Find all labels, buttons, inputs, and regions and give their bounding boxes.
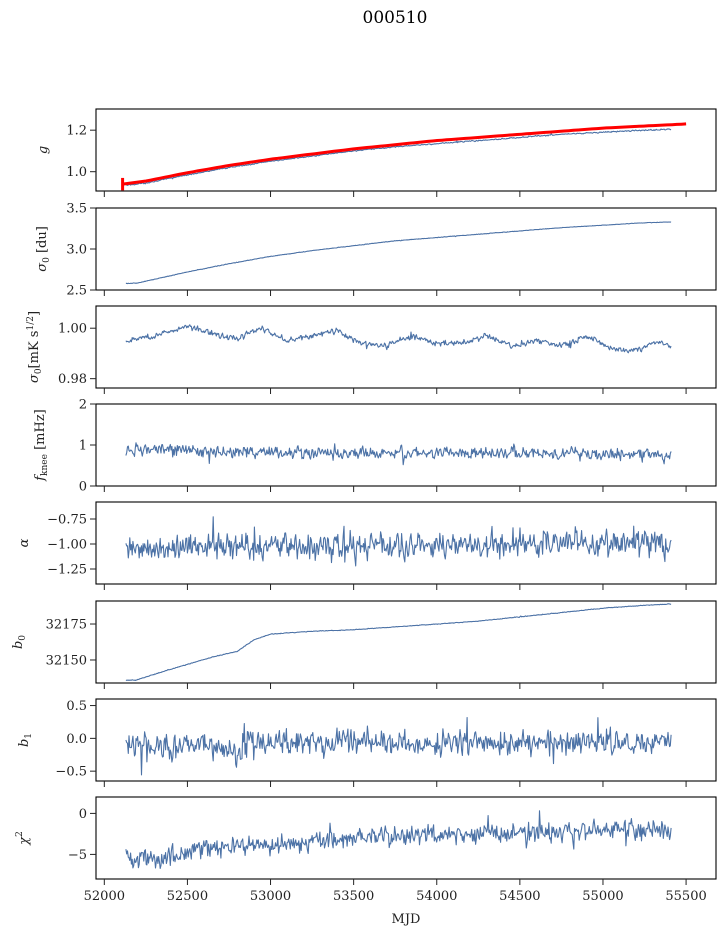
y-axis-label-fknee: fknee [mHz] xyxy=(33,409,50,482)
y-label-unit: [mK s xyxy=(27,331,42,369)
panel-sigma0-mk: 0.98 1.00 σ0[mK s1/2] xyxy=(26,305,717,394)
series-line-g xyxy=(125,128,672,186)
y-label-unit: [du] xyxy=(35,226,50,257)
y-label-symbol: b xyxy=(11,641,26,649)
y-tick-label: 0 xyxy=(79,480,87,495)
series-line-chi2 xyxy=(125,810,672,870)
series-line-sigma0_mK xyxy=(125,324,672,354)
y-tick-label: 0.0 xyxy=(66,732,87,747)
y-tick-label: 0.98 xyxy=(58,372,87,387)
x-tick-label: 54000 xyxy=(416,889,457,904)
y-axis-label-b1: b1 xyxy=(17,733,34,747)
x-tick-label: 53500 xyxy=(333,889,374,904)
axes-frame xyxy=(95,403,717,487)
y-tick-label: 3.0 xyxy=(66,243,87,258)
y-label-superscript: 2 xyxy=(15,831,25,837)
y-label-symbol: α xyxy=(17,538,32,547)
y-tick-label: 1 xyxy=(79,439,87,454)
y-axis-label-b0: b0 xyxy=(11,635,28,649)
y-axis-label-sigma0-mk: σ0[mK s1/2] xyxy=(26,311,44,383)
series-line-g-reference xyxy=(122,122,687,186)
series-line-fknee xyxy=(125,442,672,466)
y-label-subscript: knee xyxy=(40,454,50,476)
y-tick-label: 1.00 xyxy=(58,322,87,337)
y-label-symbol: b xyxy=(17,739,32,747)
axes-frame xyxy=(95,501,717,585)
x-axis-label: MJD xyxy=(392,912,421,927)
figure-title: 000510 xyxy=(363,8,428,28)
panel-g: 1.0 1.2 g xyxy=(36,108,717,197)
y-tick-label: 1.0 xyxy=(66,165,87,180)
axes-frame xyxy=(95,207,717,291)
y-tick-label: 0 xyxy=(79,807,87,822)
y-axis-label-alpha: α xyxy=(17,538,32,547)
y-axis-label-g: g xyxy=(36,146,51,154)
x-tick-label: 54500 xyxy=(499,889,540,904)
x-tick-label: 52000 xyxy=(84,889,125,904)
panel-sigma0-du: 2.5 3.0 3.5 σ0 [du] xyxy=(35,202,717,299)
y-tick-label: 0.5 xyxy=(66,699,87,714)
x-tick-label: 53000 xyxy=(250,889,291,904)
panel-b0: 32150 32175 b0 xyxy=(11,600,717,689)
axes-frame xyxy=(95,796,717,880)
y-tick-label: −5 xyxy=(68,848,87,863)
y-tick-label: −0.5 xyxy=(55,765,87,780)
panel-alpha: −1.25 −1.00 −0.75 α xyxy=(17,501,717,590)
y-tick-label: 32150 xyxy=(46,653,87,668)
y-tick-label: −1.00 xyxy=(47,538,87,553)
series-line-b1 xyxy=(125,716,672,776)
y-tick-label: −0.75 xyxy=(47,513,87,528)
panel-chi2: −5 0 52000 52500 53000 53500 54000 54500 55000 55… xyxy=(15,796,717,904)
x-tick-label: 52500 xyxy=(167,889,208,904)
y-label-symbol: σ xyxy=(35,262,50,272)
y-label-unit-close: ] xyxy=(27,311,42,316)
axes-frame xyxy=(95,600,717,684)
y-tick-label: −1.25 xyxy=(47,563,87,578)
series-line-b0 xyxy=(125,603,672,682)
panel-b1: −0.5 0.0 0.5 b1 xyxy=(17,698,717,787)
y-label-symbol: σ xyxy=(27,373,42,383)
y-label-symbol: χ xyxy=(17,836,32,846)
y-label-superscript: 1/2 xyxy=(26,316,36,330)
y-label-unit: [mHz] xyxy=(33,409,48,454)
y-label-subscript: 0 xyxy=(34,368,44,374)
panel-fknee: 0 1 2 fknee [mHz] xyxy=(33,398,717,495)
y-axis-label-chi2: χ2 xyxy=(15,831,32,846)
x-tick-label: 55000 xyxy=(582,889,623,904)
y-tick-label: 2 xyxy=(79,398,87,413)
y-tick-label: 32175 xyxy=(46,618,87,633)
series-line-sigma0_du xyxy=(125,221,672,285)
axes-frame xyxy=(95,305,717,389)
y-tick-label: 1.2 xyxy=(66,124,87,139)
y-label-symbol: f xyxy=(33,474,48,482)
y-label-symbol: g xyxy=(36,146,51,154)
x-tick-label: 55500 xyxy=(665,889,706,904)
y-tick-label: 2.5 xyxy=(66,284,87,299)
axes-frame xyxy=(95,698,717,782)
y-label-subscript: 1 xyxy=(24,733,34,739)
y-label-subscript: 0 xyxy=(18,635,28,641)
y-axis-label-sigma0-du: σ0 [du] xyxy=(35,226,52,272)
series-line-alpha xyxy=(125,516,672,567)
axes-frame xyxy=(95,108,717,192)
y-label-subscript: 0 xyxy=(42,257,52,263)
y-tick-label: 3.5 xyxy=(66,202,87,217)
